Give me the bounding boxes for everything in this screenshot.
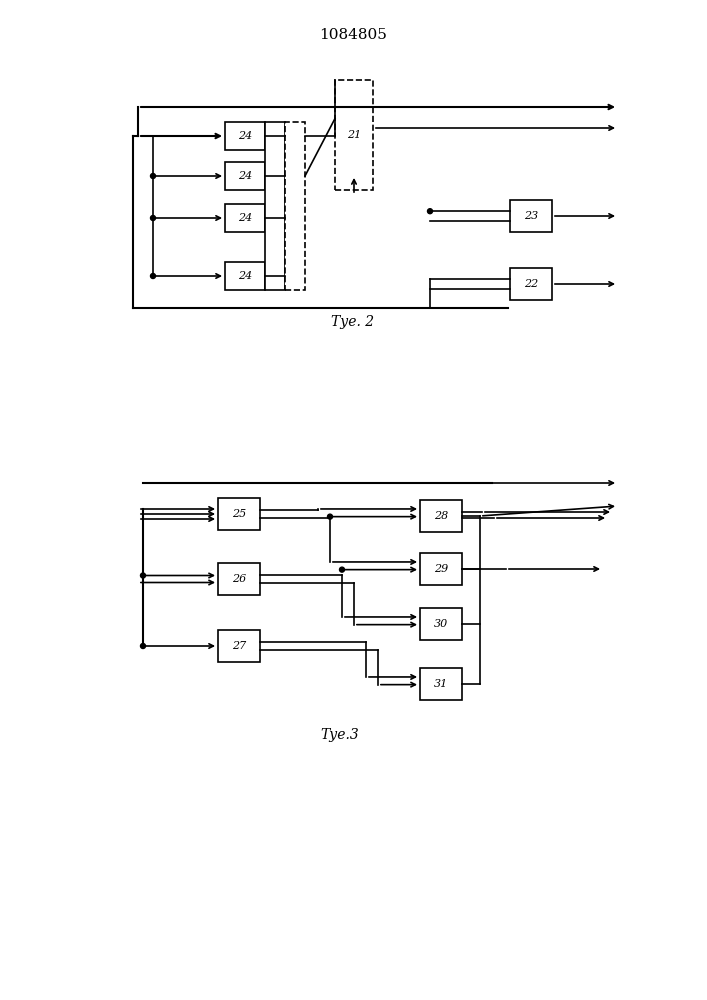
Bar (218, 563, 260, 595)
Bar (225, 204, 265, 232)
Circle shape (141, 573, 146, 578)
Circle shape (428, 209, 433, 214)
Text: 29: 29 (434, 564, 448, 574)
Text: 23: 23 (524, 211, 538, 221)
Text: 21: 21 (347, 130, 361, 140)
Text: 24: 24 (238, 271, 252, 281)
Bar (265, 122, 285, 290)
Bar (510, 268, 552, 300)
Text: 27: 27 (232, 641, 246, 651)
Circle shape (327, 514, 332, 519)
Circle shape (141, 644, 146, 648)
Text: 28: 28 (434, 511, 448, 521)
Text: Τуе. 2: Τуе. 2 (332, 315, 375, 329)
Circle shape (339, 567, 344, 572)
Bar (285, 122, 305, 290)
Text: 22: 22 (524, 279, 538, 289)
Text: 25: 25 (232, 509, 246, 519)
Text: 1084805: 1084805 (319, 28, 387, 42)
Bar (420, 500, 462, 532)
Bar (225, 162, 265, 190)
Text: 24: 24 (238, 171, 252, 181)
Circle shape (151, 273, 156, 278)
Text: Τуе.3: Τуе.3 (321, 728, 359, 742)
Bar (420, 668, 462, 700)
Circle shape (151, 216, 156, 221)
Text: 24: 24 (238, 213, 252, 223)
Text: 26: 26 (232, 574, 246, 584)
Bar (218, 498, 260, 530)
Text: 30: 30 (434, 619, 448, 629)
Text: 31: 31 (434, 679, 448, 689)
Text: 24: 24 (238, 131, 252, 141)
Bar (225, 262, 265, 290)
Bar (420, 553, 462, 585)
Bar (225, 122, 265, 150)
Bar (218, 630, 260, 662)
Circle shape (151, 174, 156, 178)
Bar (420, 608, 462, 640)
Bar (335, 80, 373, 190)
Bar (510, 200, 552, 232)
